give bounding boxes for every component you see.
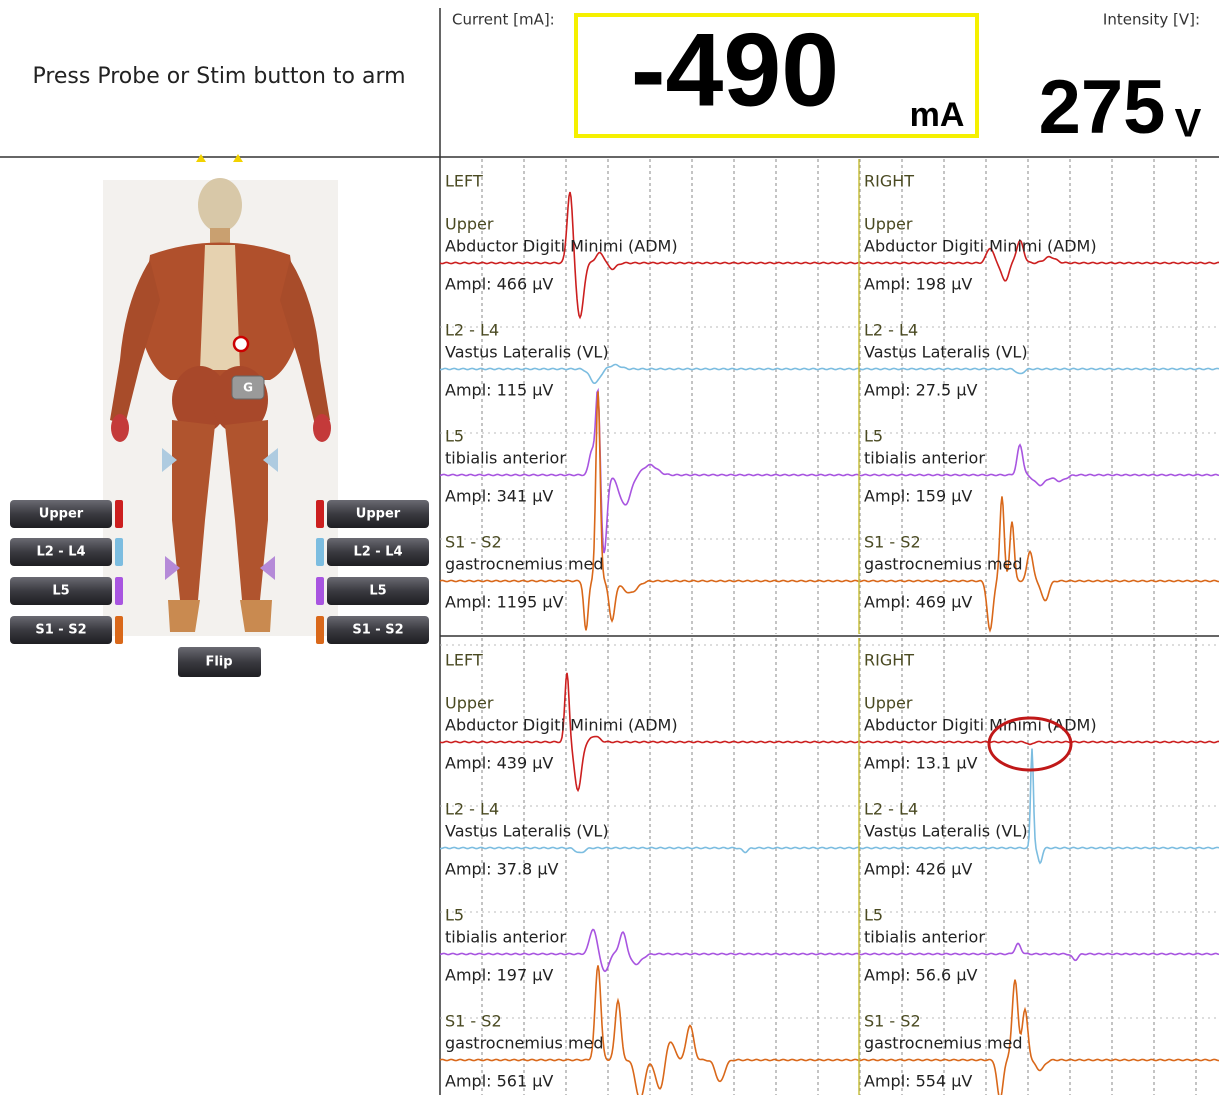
muscle-label: Vastus Lateralis (VL) [445, 822, 609, 841]
channel-button[interactable]: L2 - L4 [327, 538, 429, 566]
channel-tab [316, 500, 324, 528]
amplitude-label: Ampl: 198 µV [864, 275, 972, 294]
channel-tab [316, 616, 324, 644]
waveform [859, 368, 1219, 373]
channel-button[interactable]: L2 - L4 [10, 538, 112, 566]
muscle-label: gastrocnemius med [445, 555, 604, 574]
current-unit: mA [910, 96, 965, 134]
amplitude-label: Ampl: 439 µV [445, 754, 553, 773]
channel-tab [115, 577, 123, 605]
channel-button[interactable]: L5 [10, 577, 112, 605]
side-label: LEFT [445, 651, 483, 670]
root-label: Upper [445, 215, 494, 234]
button-label: L5 [369, 584, 386, 599]
root-label: Upper [445, 694, 494, 713]
amplitude-label: Ampl: 159 µV [864, 487, 972, 506]
button-label: L5 [52, 584, 69, 599]
muscle-label: Abductor Digiti Minimi (ADM) [864, 237, 1097, 256]
current-label: Current [mA]: [452, 11, 555, 29]
amplitude-label: Ampl: 469 µV [864, 593, 972, 612]
channel-tab [115, 500, 123, 528]
root-label: L5 [864, 906, 883, 925]
ground-marker: G [243, 381, 253, 395]
root-label: L5 [445, 427, 464, 446]
amplitude-label: Ampl: 426 µV [864, 860, 972, 879]
trace-area: LEFT Upper Abductor Digiti Minimi (ADM) Amp… [440, 159, 1219, 1095]
channel-button[interactable]: S1 - S2 [327, 616, 429, 644]
amplitude-label: Ampl: 37.8 µV [445, 860, 559, 879]
channel-button[interactable]: S1 - S2 [10, 616, 112, 644]
muscle-label: gastrocnemius med [864, 1034, 1023, 1053]
root-label: S1 - S2 [445, 533, 502, 552]
muscle-label: Abductor Digiti Minimi (ADM) [864, 716, 1097, 735]
page: Press Probe or Stim button to arm Curren… [0, 0, 1219, 1095]
waveform [859, 741, 1219, 744]
muscle-label: gastrocnemius med [864, 555, 1023, 574]
button-label: L2 - L4 [353, 545, 402, 560]
button-label: S1 - S2 [35, 623, 86, 638]
button-label: Upper [39, 507, 84, 522]
channel-tab [115, 538, 123, 566]
amplitude-label: Ampl: 56.6 µV [864, 966, 978, 985]
intensity-unit: V [1175, 102, 1202, 146]
root-label: L2 - L4 [864, 800, 918, 819]
amplitude-label: Ampl: 466 µV [445, 275, 553, 294]
root-label: L2 - L4 [864, 321, 918, 340]
side-label: RIGHT [864, 651, 914, 670]
intensity-value: 275 [1039, 65, 1166, 150]
channel-button[interactable]: L5 [327, 577, 429, 605]
side-label: LEFT [445, 172, 483, 191]
root-label: L5 [445, 906, 464, 925]
button-label: Upper [356, 507, 401, 522]
button-label: S1 - S2 [352, 623, 403, 638]
amplitude-label: Ampl: 554 µV [864, 1072, 972, 1091]
button-label: Flip [205, 655, 232, 670]
muscle-label: tibialis anterior [445, 928, 566, 947]
muscle-label: Vastus Lateralis (VL) [864, 343, 1028, 362]
amplitude-label: Ampl: 561 µV [445, 1072, 553, 1091]
root-label: S1 - S2 [864, 1012, 921, 1031]
amplitude-label: Ampl: 115 µV [445, 381, 553, 400]
amplitude-label: Ampl: 27.5 µV [864, 381, 978, 400]
muscle-label: Vastus Lateralis (VL) [864, 822, 1028, 841]
root-label: Upper [864, 694, 913, 713]
root-label: L5 [864, 427, 883, 446]
muscle-label: Abductor Digiti Minimi (ADM) [445, 237, 678, 256]
amplitude-label: Ampl: 1195 µV [445, 593, 564, 612]
channel-button[interactable]: Upper [10, 500, 112, 528]
intensity-label: Intensity [V]: [1103, 11, 1200, 29]
amplitude-label: Ampl: 341 µV [445, 487, 553, 506]
button-label: L2 - L4 [36, 545, 85, 560]
channel-tab [316, 577, 324, 605]
current-value: -490 [631, 12, 839, 128]
channel-button[interactable]: Upper [327, 500, 429, 528]
muscle-label: tibialis anterior [445, 449, 566, 468]
muscle-label: gastrocnemius med [445, 1034, 604, 1053]
flip-button[interactable]: Flip [178, 647, 261, 677]
status-prompt: Press Probe or Stim button to arm [32, 64, 405, 89]
muscle-label: tibialis anterior [864, 449, 985, 468]
body-figure: G [103, 154, 338, 636]
muscle-label: Abductor Digiti Minimi (ADM) [445, 716, 678, 735]
root-label: L2 - L4 [445, 321, 499, 340]
muscle-label: Vastus Lateralis (VL) [445, 343, 609, 362]
side-label: RIGHT [864, 172, 914, 191]
screen: Press Probe or Stim button to arm Curren… [0, 0, 1219, 1095]
channel-tab [316, 538, 324, 566]
amplitude-label: Ampl: 197 µV [445, 966, 553, 985]
channel-tab [115, 616, 123, 644]
root-label: L2 - L4 [445, 800, 499, 819]
muscle-label: tibialis anterior [864, 928, 985, 947]
root-label: S1 - S2 [445, 1012, 502, 1031]
root-label: S1 - S2 [864, 533, 921, 552]
amplitude-label: Ampl: 13.1 µV [864, 754, 978, 773]
root-label: Upper [864, 215, 913, 234]
